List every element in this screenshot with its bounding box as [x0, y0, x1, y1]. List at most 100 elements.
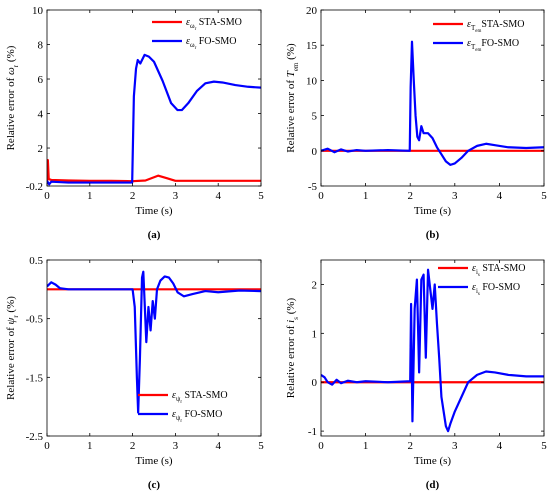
x-tick-label: 3: [173, 190, 179, 202]
legend-entry-fo: εis FO-SMO: [472, 282, 520, 297]
legend-entry-fo: εψr FO-SMO: [172, 409, 222, 424]
y-tick-label: 2: [38, 143, 44, 155]
x-tick-label: 5: [258, 190, 264, 202]
legend-text: FO-SMO: [182, 409, 222, 420]
legend-subsubscript: r: [195, 27, 197, 32]
legend-subscript: ψ: [176, 395, 181, 403]
y-tick-label: 10: [32, 5, 44, 17]
axes-box: [320, 9, 545, 187]
chart-panel-c: 0 1 2 3 4 5 -2.5 -1.5 -0.5 0.5 Time (s) Relative er…: [5, 255, 264, 491]
y-tick-label: -0.2: [26, 181, 43, 193]
x-tick-label: 1: [363, 190, 369, 202]
x-tick-label: 5: [258, 440, 264, 452]
y-tick-label: -1.5: [26, 372, 44, 384]
plot-area: [47, 260, 261, 436]
panel-label: (d): [426, 479, 440, 491]
legend-entry-sta: εTemSTA-SMO: [467, 19, 524, 34]
x-tick-label: 5: [541, 190, 547, 202]
series-line-d-fo: [321, 268, 544, 433]
y-axis-label-unit: (%): [5, 45, 17, 65]
x-tick-label: 3: [452, 440, 458, 452]
legend-subsubscript: em: [475, 48, 481, 53]
x-tick-label: 0: [318, 190, 324, 202]
legend-subscript: ω: [190, 22, 195, 30]
legend-entry-fo: εωr FO-SMO: [186, 36, 237, 51]
x-tick-label: 5: [541, 440, 547, 452]
legend-subscript: i: [476, 287, 478, 295]
y-tick-label: 2: [312, 279, 318, 291]
axes-box: [320, 259, 545, 437]
y-tick-label: 0: [312, 377, 318, 389]
y-tick-label: 0: [312, 146, 318, 158]
x-tick-label: 0: [44, 190, 50, 202]
legend-symbol: ε: [186, 36, 190, 47]
series-line-a-sta: [47, 159, 261, 185]
y-axis-label-symbol: ω: [5, 67, 17, 75]
legend-text: STA-SMO: [196, 17, 242, 28]
y-tick-label: 20: [306, 5, 318, 17]
legend-subscript: ψ: [176, 414, 181, 422]
y-axis-label: Relative error of ψr (%): [5, 296, 20, 400]
legend-subsubscript: s: [478, 292, 480, 297]
x-tick-label: 3: [452, 190, 458, 202]
x-tick-label: 1: [87, 190, 93, 202]
panel-label: (b): [426, 229, 440, 241]
y-tick-label: 4: [38, 109, 44, 121]
y-axis-label-unit: (%): [5, 296, 17, 316]
x-axis-label: Time (s): [135, 455, 173, 467]
x-tick-label: 1: [87, 440, 93, 452]
x-tick-label: 1: [363, 440, 369, 452]
x-tick-label: 2: [130, 440, 136, 452]
legend-subsubscript: s: [478, 273, 480, 278]
legend-subsubscript: r: [180, 419, 182, 424]
legend-text: FO-SMO: [196, 36, 236, 47]
x-tick-label: 0: [44, 440, 50, 452]
legend-entry-fo: εTemFO-SMO: [467, 38, 519, 53]
legend-symbol: ε: [186, 17, 190, 28]
legend-subscript: i: [476, 268, 478, 276]
y-axis-label: Relative error of ωr (%): [5, 45, 20, 150]
y-axis-label-prefix: Relative error of: [5, 75, 17, 150]
x-tick-label: 2: [407, 440, 413, 452]
legend-text: FO-SMO: [481, 38, 519, 49]
y-tick-label: -1: [308, 426, 317, 438]
y-axis-label-unit: (%): [285, 43, 297, 63]
legend-text: STA-SMO: [182, 390, 228, 401]
legend-subscript: T: [471, 24, 476, 32]
x-tick-label: 4: [215, 190, 221, 202]
y-tick-label: -0.5: [26, 314, 44, 326]
legend-subsubscript: r: [195, 46, 197, 51]
y-tick-label: -2.5: [26, 431, 44, 443]
y-tick-label: 1: [312, 328, 318, 340]
y-axis-label: Relative error of is (%): [285, 297, 300, 398]
y-axis-label-unit: (%): [285, 297, 297, 317]
x-tick-label: 2: [130, 190, 136, 202]
legend-text: STA-SMO: [481, 19, 524, 30]
axes-box: [46, 259, 262, 437]
y-axis-label-subscript: r: [12, 315, 20, 318]
x-tick-label: 4: [215, 440, 221, 452]
x-tick-label: 3: [173, 440, 179, 452]
legend-symbol: ε: [472, 263, 476, 274]
legend-text: STA-SMO: [480, 263, 526, 274]
x-tick-label: 4: [497, 190, 503, 202]
plot-area: [47, 10, 261, 186]
y-tick-label: 5: [312, 111, 318, 123]
legend-entry-sta: εis STA-SMO: [472, 263, 525, 278]
plot-area: [321, 260, 544, 436]
y-axis-label-prefix: Relative error of: [285, 77, 297, 152]
y-tick-label: 10: [306, 75, 318, 87]
legend-text: FO-SMO: [480, 282, 520, 293]
series-line-b-fo: [321, 40, 544, 166]
legend-entry-sta: εωr STA-SMO: [186, 17, 242, 32]
x-tick-label: 4: [497, 440, 503, 452]
legend-subscript: ω: [190, 41, 195, 49]
y-axis-label-prefix: Relative error of: [5, 325, 17, 400]
x-axis-label: Time (s): [135, 205, 173, 217]
y-tick-label: 8: [38, 40, 44, 52]
y-axis-label-subscript: s: [292, 317, 300, 320]
legend-symbol: ε: [172, 390, 176, 401]
